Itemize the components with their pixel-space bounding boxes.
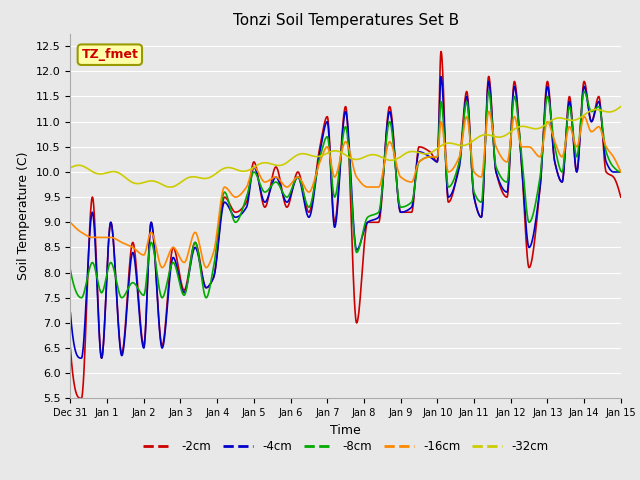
X-axis label: Time: Time (330, 424, 361, 437)
Legend: -2cm, -4cm, -8cm, -16cm, -32cm: -2cm, -4cm, -8cm, -16cm, -32cm (138, 436, 553, 458)
Title: Tonzi Soil Temperatures Set B: Tonzi Soil Temperatures Set B (232, 13, 459, 28)
Y-axis label: Soil Temperature (C): Soil Temperature (C) (17, 152, 30, 280)
Text: TZ_fmet: TZ_fmet (81, 48, 138, 61)
